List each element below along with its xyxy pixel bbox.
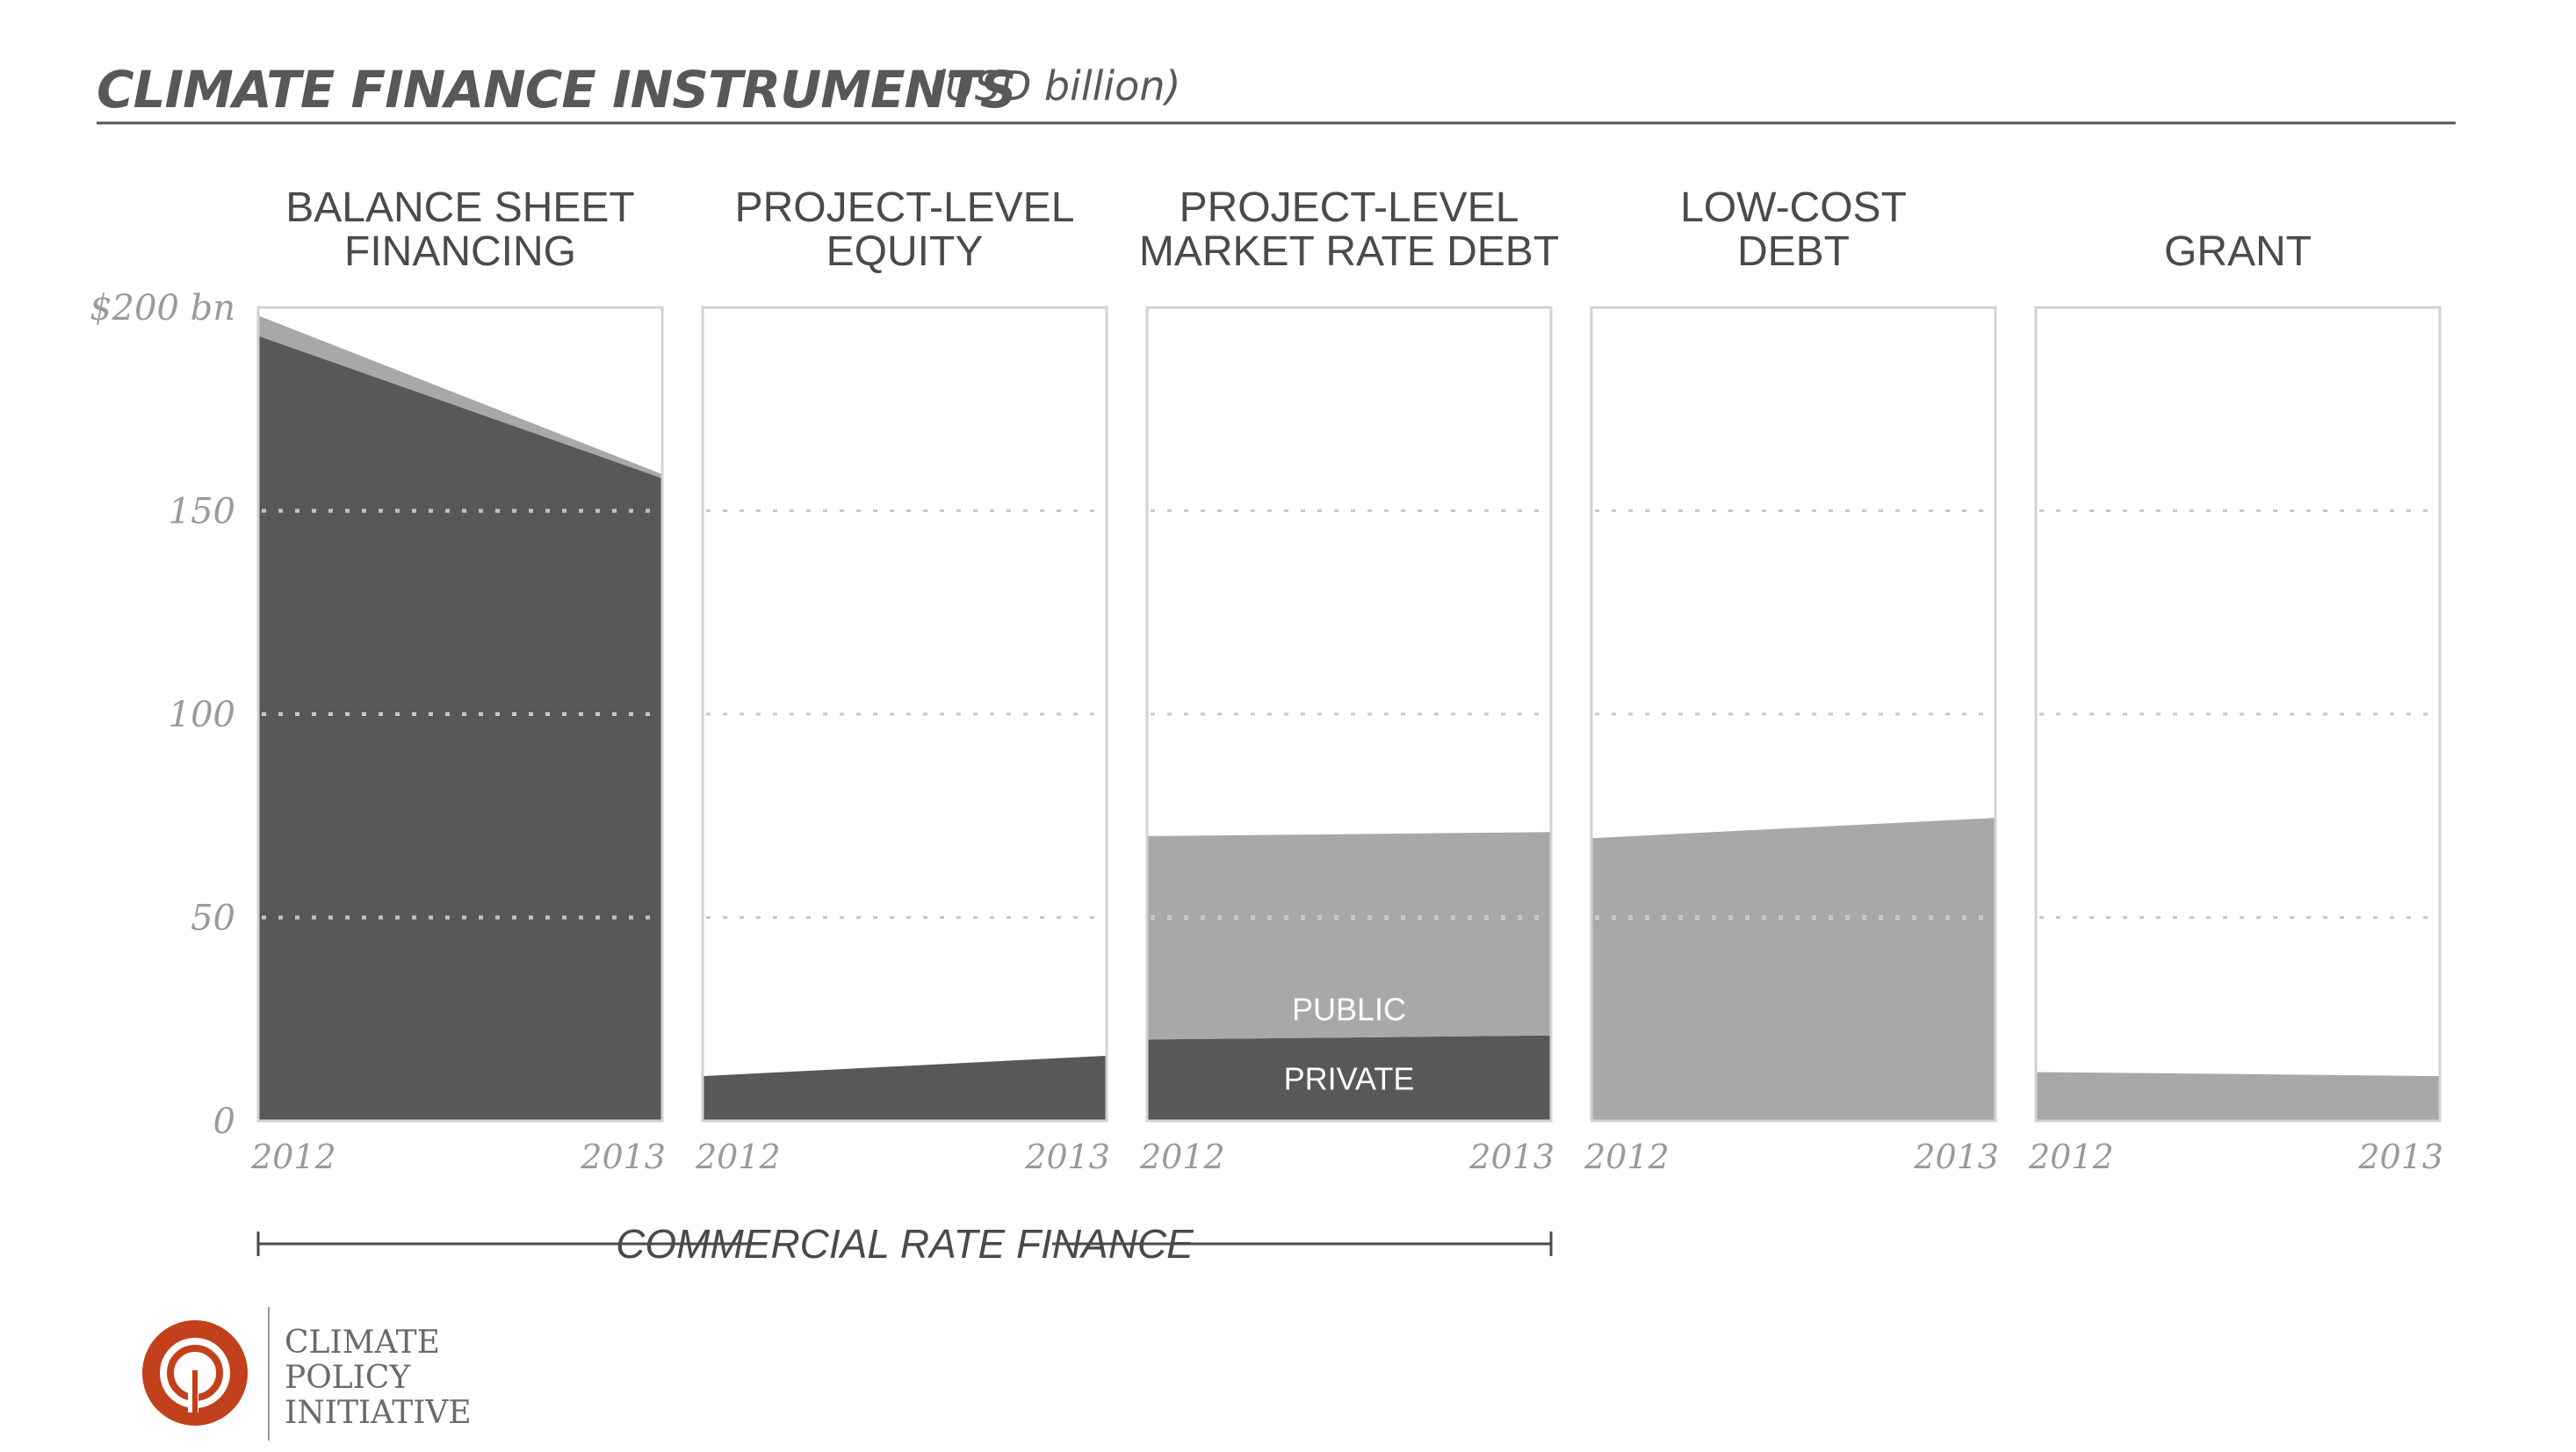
area-series-1	[258, 336, 662, 1121]
area-series-1	[1147, 1035, 1551, 1121]
x-tick-label: 2012	[1584, 1138, 1670, 1176]
panel-frame	[701, 306, 1108, 1123]
panel-title-line: FINANCING	[344, 228, 576, 275]
logo-line-2: POLICY	[285, 1360, 411, 1396]
y-tick-label: 50	[191, 899, 235, 939]
x-tick-label: 2012	[695, 1138, 781, 1176]
x-tick-label: 2013	[2357, 1138, 2443, 1176]
y-axis: 0 50 100 150 $200 bn	[90, 288, 235, 1142]
y-tick-label: $200 bn	[90, 288, 235, 329]
logo-ring-icon	[142, 1320, 248, 1426]
commercial-rate-bracket: COMMERCIAL RATE FINANCE	[256, 1221, 1553, 1267]
panel-frame	[1145, 306, 1553, 1123]
panel-5: GRANT 2012 2013	[2028, 228, 2443, 1176]
x-tick-label: 2013	[1913, 1138, 1999, 1176]
x-tick-label: 2012	[1139, 1138, 1225, 1176]
x-tick-label: 2012	[250, 1138, 336, 1176]
area-series-2	[258, 315, 662, 479]
x-tick-label: 2013	[1468, 1138, 1555, 1176]
panel-title-line: LOW-COST	[1680, 184, 1907, 231]
series-label: PUBLIC	[1292, 991, 1406, 1027]
area-series-1	[1591, 818, 1995, 1121]
y-tick-label: 0	[213, 1102, 235, 1142]
panel-title-line: PROJECT-LEVEL	[735, 184, 1075, 231]
panel-frame	[2034, 306, 2442, 1123]
area-series-1	[703, 1055, 1107, 1121]
panel-frame	[1590, 306, 1997, 1123]
area-series-2	[1147, 832, 1551, 1040]
y-tick-label: 150	[169, 492, 235, 532]
panel-title-line: EQUITY	[826, 228, 984, 275]
panel-title-line: DEBT	[1737, 228, 1850, 275]
chart-subtitle: (USD billion)	[929, 62, 1180, 110]
panel-frame	[256, 306, 664, 1123]
panel-title-line: GRANT	[2164, 228, 2312, 275]
bracket-label: COMMERCIAL RATE FINANCE	[616, 1221, 1194, 1267]
x-tick-label: 2013	[1024, 1138, 1110, 1176]
x-tick-label: 2012	[2028, 1138, 2114, 1176]
panel-title-line: BALANCE SHEET	[285, 184, 634, 231]
logo-line-1: CLIMATE	[285, 1325, 440, 1361]
panel-title-line: MARKET RATE DEBT	[1139, 228, 1559, 275]
x-tick-label: 2013	[580, 1138, 666, 1176]
chart-title: CLIMATE FINANCE INSTRUMENTS	[97, 60, 1016, 119]
logo-line-3: INITIATIVE	[285, 1395, 472, 1431]
area-series-1	[2036, 1072, 2440, 1121]
y-tick-label: 100	[169, 695, 235, 735]
climate-policy-initiative-logo: CLIMATE POLICY INITIATIVE	[142, 1307, 472, 1441]
series-label: PRIVATE	[1284, 1061, 1415, 1097]
panel-title-line: PROJECT-LEVEL	[1180, 184, 1519, 231]
